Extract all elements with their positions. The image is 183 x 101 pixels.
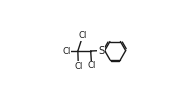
Text: Cl: Cl (62, 46, 71, 56)
Text: Cl: Cl (74, 62, 82, 71)
Text: S: S (98, 46, 104, 56)
Text: Cl: Cl (79, 31, 87, 40)
Text: Cl: Cl (87, 61, 96, 70)
